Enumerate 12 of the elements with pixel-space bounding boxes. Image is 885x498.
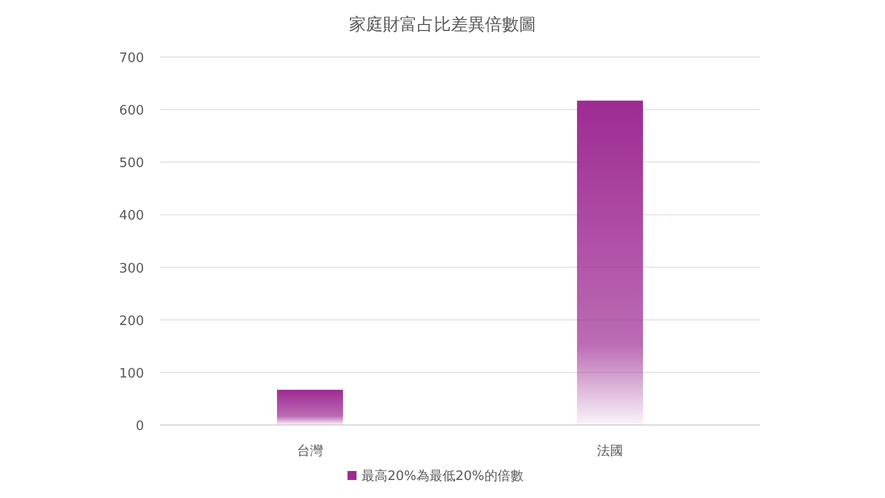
y-tick-label: 300 — [119, 261, 144, 276]
x-tick-label: 法國 — [597, 444, 623, 459]
legend-label: 最高20%為最低20%的倍數 — [362, 468, 524, 484]
y-tick-label: 100 — [119, 366, 144, 382]
y-tick-label: 600 — [119, 104, 144, 119]
y-tick-label: 700 — [119, 51, 144, 66]
chart-title: 家庭財富占比差異倍數圖 — [349, 15, 536, 35]
y-tick-label: 0 — [136, 419, 144, 434]
x-tick-label: 台灣 — [297, 444, 323, 459]
y-tick-label: 500 — [119, 156, 144, 172]
y-tick-label: 200 — [119, 314, 144, 329]
y-tick-label: 400 — [119, 208, 144, 224]
